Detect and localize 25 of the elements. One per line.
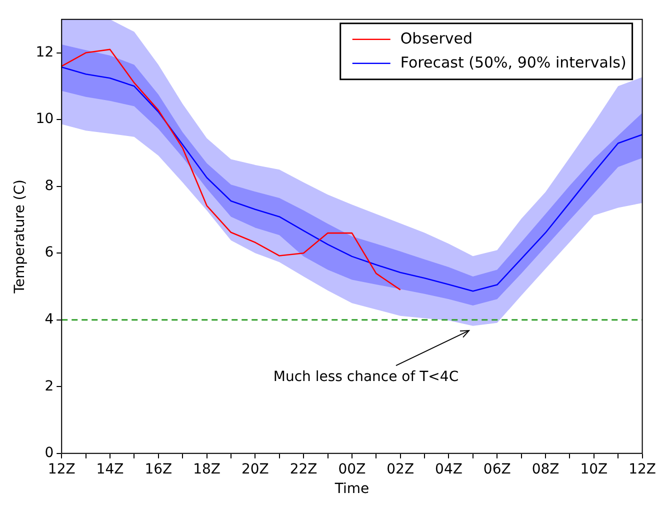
x-tick-label: 10Z bbox=[580, 461, 608, 478]
x-tick-label: 14Z bbox=[96, 461, 124, 478]
x-tick-label: 08Z bbox=[532, 461, 560, 478]
x-tick-label: 06Z bbox=[483, 461, 511, 478]
x-tick-label: 12Z bbox=[48, 461, 76, 478]
annotation: Much less chance of T<4C bbox=[273, 369, 459, 386]
x-tick-label: 20Z bbox=[241, 461, 269, 478]
x-axis-title: Time bbox=[334, 481, 370, 498]
x-tick-label: 22Z bbox=[290, 461, 318, 478]
y-tick-label: 0 bbox=[44, 445, 54, 462]
y-tick-label: 4 bbox=[44, 312, 54, 328]
x-tick-label: 02Z bbox=[386, 461, 414, 478]
y-tick-label: 10 bbox=[36, 111, 54, 128]
x-tick-label: 16Z bbox=[144, 461, 172, 478]
x-tick-label: 00Z bbox=[338, 461, 366, 478]
x-tick-label: 04Z bbox=[435, 461, 462, 478]
legend-label: Forecast (50%, 90% intervals) bbox=[400, 53, 626, 72]
y-tick-label: 12 bbox=[36, 44, 54, 60]
y-tick-label: 2 bbox=[44, 378, 54, 394]
x-tick-label: 12Z bbox=[628, 461, 656, 478]
x-tick-label: 18Z bbox=[193, 461, 220, 478]
y-tick-label: 6 bbox=[44, 244, 54, 261]
y-tick-label: 8 bbox=[44, 178, 54, 194]
y-axis-title: Temperature (C) bbox=[12, 179, 28, 294]
legend-label: Observed bbox=[400, 29, 473, 48]
